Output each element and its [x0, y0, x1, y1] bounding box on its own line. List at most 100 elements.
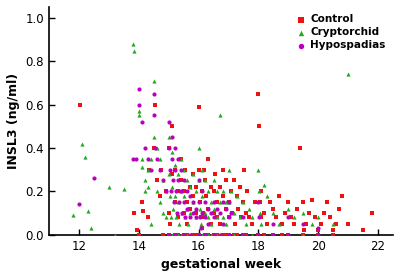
- Hypospadias: [202, 215, 208, 220]
- Cryptorchid: [112, 232, 118, 237]
- Cryptorchid: [309, 222, 316, 226]
- Cryptorchid: [207, 232, 214, 237]
- Hypospadias: [142, 146, 148, 150]
- Cryptorchid: [154, 189, 160, 193]
- Cryptorchid: [166, 232, 172, 237]
- Cryptorchid: [213, 232, 220, 237]
- Hypospadias: [150, 91, 157, 96]
- Cryptorchid: [197, 206, 203, 211]
- Hypospadias: [240, 215, 247, 220]
- Hypospadias: [196, 200, 202, 204]
- Control: [321, 211, 328, 215]
- Hypospadias: [162, 189, 169, 193]
- Cryptorchid: [198, 232, 205, 237]
- Hypospadias: [184, 206, 190, 211]
- Cryptorchid: [180, 167, 187, 172]
- Cryptorchid: [231, 232, 238, 237]
- Control: [144, 215, 151, 220]
- Control: [219, 193, 226, 198]
- Control: [192, 232, 199, 237]
- Cryptorchid: [173, 215, 179, 220]
- Control: [214, 215, 220, 220]
- Cryptorchid: [202, 211, 208, 215]
- Control: [204, 206, 211, 211]
- Hypospadias: [180, 178, 187, 183]
- Control: [167, 222, 173, 226]
- Control: [264, 222, 270, 226]
- Control: [243, 232, 250, 237]
- Cryptorchid: [211, 206, 217, 211]
- Cryptorchid: [187, 211, 194, 215]
- Cryptorchid: [193, 215, 199, 220]
- Control: [257, 200, 263, 204]
- Cryptorchid: [255, 167, 262, 172]
- Cryptorchid: [142, 178, 148, 183]
- Control: [189, 193, 196, 198]
- Cryptorchid: [167, 193, 173, 198]
- Cryptorchid: [189, 172, 196, 176]
- Cryptorchid: [216, 113, 223, 118]
- Hypospadias: [178, 167, 184, 172]
- Hypospadias: [204, 206, 211, 211]
- Cryptorchid: [178, 157, 184, 161]
- Cryptorchid: [178, 189, 184, 193]
- Hypospadias: [195, 178, 202, 183]
- Hypospadias: [154, 157, 160, 161]
- Hypospadias: [173, 189, 179, 193]
- Cryptorchid: [136, 113, 142, 118]
- Control: [146, 167, 152, 172]
- Control: [205, 157, 211, 161]
- Hypospadias: [186, 193, 193, 198]
- Control: [198, 215, 204, 220]
- Control: [252, 200, 259, 204]
- Control: [187, 206, 194, 211]
- Cryptorchid: [226, 200, 232, 204]
- Control: [169, 172, 176, 176]
- Cryptorchid: [231, 211, 238, 215]
- Control: [184, 200, 190, 204]
- Cryptorchid: [148, 157, 154, 161]
- Control: [222, 206, 229, 211]
- Control: [140, 208, 146, 213]
- Hypospadias: [148, 167, 154, 172]
- Control: [258, 189, 265, 193]
- Hypospadias: [192, 206, 199, 211]
- Cryptorchid: [192, 189, 199, 193]
- Hypospadias: [187, 215, 194, 220]
- Cryptorchid: [234, 193, 241, 198]
- Control: [255, 232, 262, 237]
- Control: [315, 228, 322, 232]
- Cryptorchid: [157, 200, 164, 204]
- Control: [178, 178, 184, 183]
- Control: [172, 167, 178, 172]
- Hypospadias: [300, 222, 306, 226]
- Cryptorchid: [204, 189, 211, 193]
- Hypospadias: [151, 113, 158, 118]
- Control: [195, 105, 202, 109]
- Control: [270, 206, 276, 211]
- Cryptorchid: [315, 232, 322, 237]
- Cryptorchid: [195, 146, 202, 150]
- Cryptorchid: [255, 232, 262, 237]
- Control: [225, 232, 232, 237]
- Hypospadias: [315, 226, 322, 230]
- Cryptorchid: [285, 232, 292, 237]
- Hypospadias: [199, 211, 205, 215]
- Cryptorchid: [249, 215, 256, 220]
- Hypospadias: [184, 189, 190, 193]
- Hypospadias: [156, 167, 163, 172]
- Control: [291, 222, 298, 226]
- Cryptorchid: [243, 222, 250, 226]
- Control: [309, 198, 316, 202]
- Control: [258, 215, 264, 220]
- Control: [285, 232, 292, 237]
- Hypospadias: [285, 215, 292, 220]
- Cryptorchid: [168, 232, 175, 237]
- Hypospadias: [226, 215, 232, 220]
- Control: [158, 167, 164, 172]
- Hypospadias: [170, 178, 176, 183]
- Cryptorchid: [185, 222, 191, 226]
- Control: [223, 178, 229, 183]
- Control: [217, 222, 223, 226]
- Hypospadias: [198, 189, 205, 193]
